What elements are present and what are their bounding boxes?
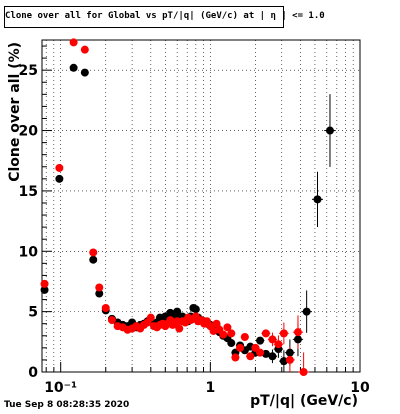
x-axis-label: pT/|q| (GeV/c) (250, 393, 358, 409)
black-marker (191, 305, 200, 314)
y-tick-label: 25 (19, 63, 38, 79)
red-marker (101, 304, 110, 313)
x-tick-label: 10 (350, 380, 370, 396)
red-marker (89, 248, 98, 257)
red-marker (299, 368, 308, 376)
y-tick-label: 10 (19, 244, 39, 260)
black-marker (95, 289, 104, 298)
red-marker (107, 316, 116, 325)
red-marker (285, 355, 294, 364)
black-marker (325, 126, 334, 135)
y-tick-label: 5 (28, 305, 38, 321)
red-marker (227, 329, 236, 338)
red-marker (80, 45, 89, 54)
red-marker (293, 328, 302, 337)
y-tick-label: 20 (19, 124, 39, 140)
red-marker (231, 353, 240, 362)
black-marker (80, 68, 89, 77)
red-marker (219, 330, 228, 339)
red-marker (240, 332, 249, 341)
red-marker (274, 340, 283, 349)
red-marker (256, 348, 265, 357)
red-marker (146, 313, 155, 322)
red-marker (261, 329, 270, 338)
red-marker (223, 323, 232, 332)
black-marker (268, 352, 277, 361)
red-marker (268, 335, 277, 344)
red-marker (279, 329, 288, 338)
black-marker (285, 348, 294, 357)
red-marker (175, 324, 184, 333)
red-marker (55, 163, 64, 172)
y-tick-label: 0 (28, 365, 38, 381)
black-marker (55, 174, 64, 183)
black-marker (173, 307, 182, 316)
black-marker (293, 335, 302, 344)
x-tick-label: 1 (205, 380, 215, 396)
black-marker (227, 339, 236, 348)
black-marker (302, 307, 311, 316)
black-marker (40, 285, 49, 294)
red-marker (69, 38, 78, 47)
chart-title-box: Clone over all for Global vs pT/|q| (GeV… (4, 6, 325, 28)
red-marker (95, 283, 104, 292)
red-marker (236, 343, 245, 352)
red-marker (246, 352, 255, 361)
y-axis-label: Clone over all (%) (7, 42, 23, 182)
red-marker (40, 279, 49, 288)
red-marker (212, 319, 221, 328)
black-marker (279, 357, 288, 366)
timestamp: Tue Sep 8 08:28:35 2020 (4, 400, 130, 410)
black-marker (89, 255, 98, 264)
data-points (40, 38, 334, 376)
axis-ticks: 10⁻¹ 1 10 0 5 10 15 20 25 (19, 45, 370, 396)
black-marker (69, 63, 78, 72)
chart-title: Clone over all for Global vs pT/|q| (GeV… (5, 11, 325, 21)
y-tick-label: 15 (19, 184, 38, 200)
black-marker (313, 195, 322, 204)
black-marker (256, 336, 265, 345)
x-tick-label: 10⁻¹ (44, 380, 77, 396)
